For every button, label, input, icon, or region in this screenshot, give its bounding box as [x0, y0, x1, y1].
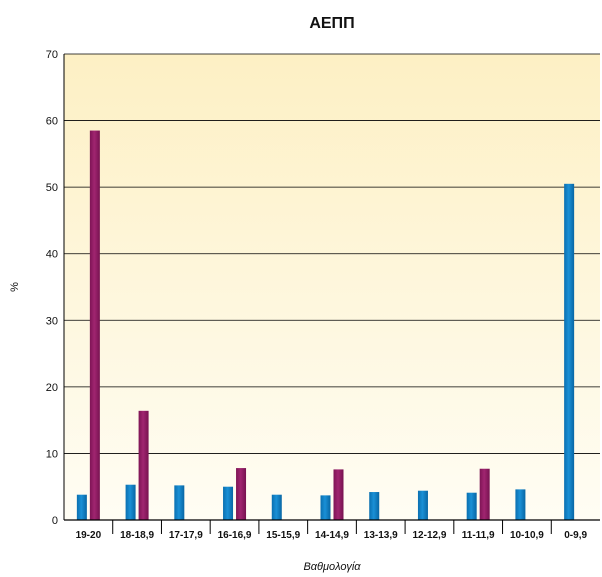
y-tick-label: 60	[46, 116, 58, 128]
bar-series-1	[271, 494, 282, 520]
y-tick-labels: 0 10 20 30 40 50 60 70	[46, 49, 58, 527]
x-category-label: 16-16,9	[218, 530, 252, 541]
y-tick-label: 30	[46, 315, 58, 327]
gridlines	[64, 53, 600, 454]
x-category-label: 13-13,9	[364, 530, 398, 541]
x-category-label: 0-9,9	[564, 530, 587, 541]
x-category-label: 14-14,9	[315, 530, 349, 541]
plot-area	[64, 54, 600, 520]
y-tick-label: 70	[46, 49, 58, 61]
bar-series-1	[564, 183, 575, 521]
bar-series-1	[76, 494, 87, 520]
y-tick-label: 20	[46, 382, 58, 394]
x-category-label: 17-17,9	[169, 530, 203, 541]
bar-series-1	[515, 489, 526, 520]
bar-series-1	[466, 492, 477, 520]
x-category-label: 12-12,9	[412, 530, 446, 541]
bar-series-1	[174, 485, 185, 520]
y-tick-label: 50	[46, 182, 58, 194]
x-axis-label: Βαθμολογία	[303, 561, 361, 573]
bar-series-1	[320, 495, 331, 520]
y-tick-label: 40	[46, 249, 58, 261]
x-category-label: 19-20	[76, 530, 102, 541]
bars	[76, 130, 575, 521]
bar-series-1	[417, 490, 428, 520]
bar-series-2	[138, 410, 149, 520]
bar-series-1	[125, 484, 136, 520]
x-category-label: 18-18,9	[120, 530, 154, 541]
x-category-label: 10-10,9	[510, 530, 544, 541]
x-category-label: 11-11,9	[462, 530, 495, 541]
y-axis-label: %	[9, 282, 21, 292]
x-category-label: 15-15,9	[266, 530, 300, 541]
bar-series-2	[236, 468, 247, 520]
bar-series-1	[369, 492, 380, 520]
bar-series-1	[223, 486, 234, 520]
x-category-labels: 19-20 18-18,9 17-17,9 16-16,9 15-15,9 14-14,9…	[76, 520, 587, 541]
y-tick-label: 0	[52, 515, 58, 527]
bar-series-2	[333, 469, 344, 520]
bar-series-2	[89, 130, 100, 521]
chart-title: ΑΕΠΠ	[309, 15, 354, 32]
y-tick-label: 10	[46, 448, 58, 460]
bar-series-2	[479, 468, 490, 520]
